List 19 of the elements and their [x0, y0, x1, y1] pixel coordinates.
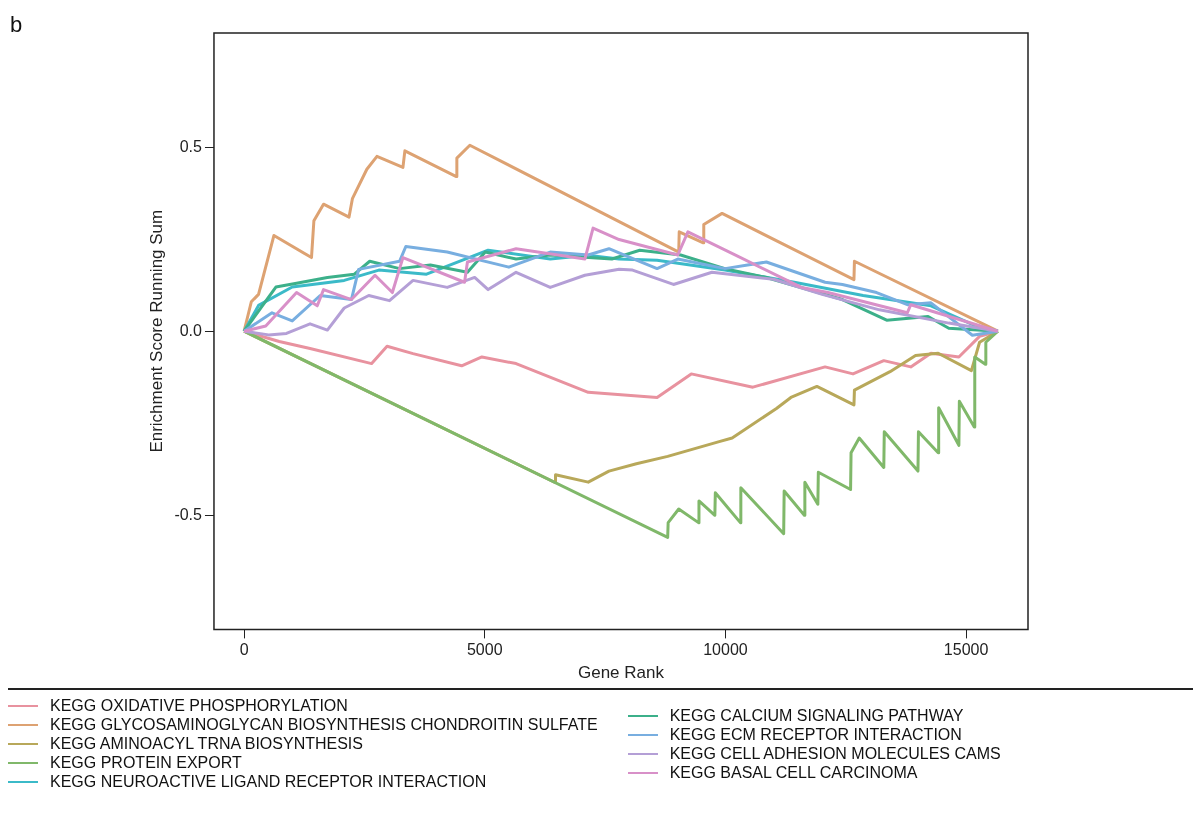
x-tick-label: 5000	[466, 641, 503, 659]
x-tick-label: 15000	[943, 641, 989, 659]
legend-label: KEGG OXIDATIVE PHOSPHORYLATION	[50, 696, 348, 715]
x-tick-label: 0	[239, 641, 249, 659]
legend-label: KEGG NEUROACTIVE LIGAND RECEPTOR INTERACTION	[50, 772, 487, 791]
legend-label: KEGG CALCIUM SIGNALING PATHWAY	[669, 706, 964, 725]
legend-label: KEGG AMINOACYL TRNA BIOSYNTHESIS	[50, 734, 363, 753]
legend-label: KEGG CELL ADHESION MOLECULES CAMS	[669, 744, 1001, 763]
y-tick-label: 0.0	[179, 321, 203, 339]
legend-label: KEGG BASAL CELL CARCINOMA	[669, 763, 918, 782]
x-tick-label: 10000	[703, 641, 748, 659]
legend-label: KEGG PROTEIN EXPORT	[50, 753, 242, 772]
legend-label: KEGG ECM RECEPTOR INTERACTION	[669, 725, 962, 744]
y-tick-label: -0.5	[174, 505, 203, 523]
y-tick-label: 0.5	[179, 137, 203, 155]
y-axis-title: Enrichment Score Running Sum	[146, 209, 166, 453]
x-axis-title: Gene Rank	[577, 663, 665, 683]
text: b	[10, 12, 23, 38]
legend-label: KEGG GLYCOSAMINOGLYCAN BIOSYNTHESIS CHONDROITIN SULFATE	[50, 715, 598, 734]
